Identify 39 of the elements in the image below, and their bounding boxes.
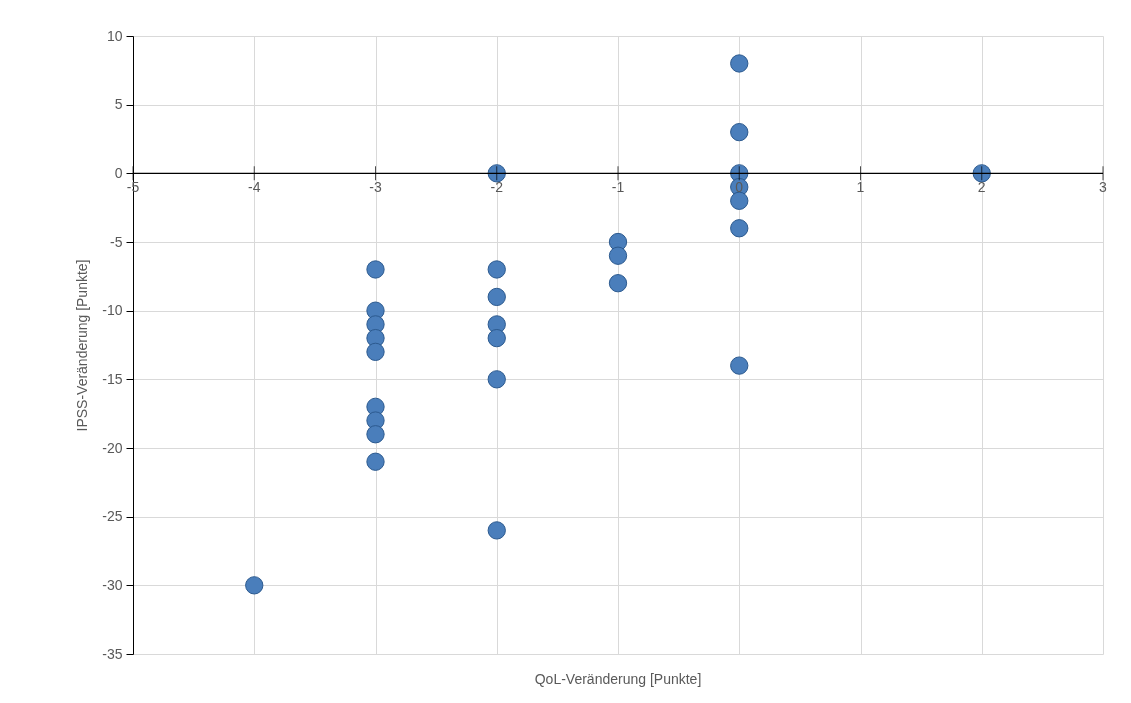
point [730, 356, 749, 375]
x-tick-label: 3 [1099, 179, 1108, 196]
point [487, 328, 506, 348]
point [487, 370, 506, 389]
point [730, 122, 749, 142]
point [366, 260, 385, 279]
x-tick-label: -1 [611, 179, 625, 196]
y-tick-label: -15 [102, 370, 123, 387]
y-tick-label: -20 [102, 439, 123, 456]
y-tick-label: -30 [102, 576, 123, 593]
y-tick-label: -5 [110, 233, 123, 250]
x-tick-label: 0 [735, 179, 744, 196]
point [366, 452, 385, 471]
y-tick-label: 10 [106, 27, 123, 44]
x-tick-label: -3 [369, 179, 382, 196]
point [608, 246, 628, 265]
point [245, 576, 264, 595]
point [366, 342, 385, 362]
y-tick-label: 5 [114, 96, 123, 113]
point [487, 260, 506, 279]
point [972, 164, 991, 183]
point [487, 164, 506, 183]
point [366, 425, 385, 444]
x-tick-label: -4 [248, 179, 261, 196]
point [487, 287, 506, 307]
x-tick-label: 1 [856, 179, 865, 196]
point [608, 274, 628, 293]
point [730, 54, 749, 73]
y-tick-label: -10 [102, 302, 123, 319]
point [487, 521, 506, 540]
point [730, 191, 749, 210]
point [730, 219, 749, 238]
y-tick-label: 0 [114, 164, 123, 181]
y-tick-label: -25 [102, 508, 123, 525]
x-tick-label: -2 [490, 179, 504, 196]
y-axis-title: IPSS-Veränderung [Punkte] [74, 259, 91, 432]
x-axis-title: QoL-Veränderung [Punkte] [534, 671, 702, 687]
x-tick-label: 2 [977, 179, 986, 196]
y-tick-label: -35 [102, 645, 123, 662]
